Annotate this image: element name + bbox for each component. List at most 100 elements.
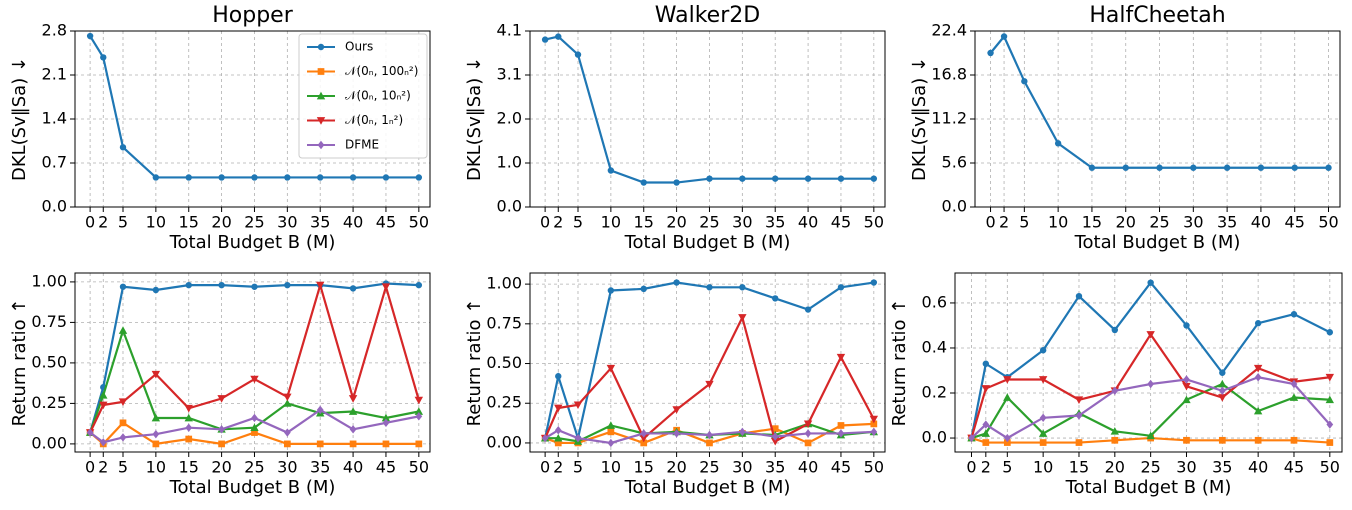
marker <box>317 174 324 181</box>
marker <box>1223 164 1231 171</box>
marker <box>151 413 161 422</box>
marker <box>837 429 845 438</box>
series-line <box>971 436 1330 444</box>
marker <box>1290 436 1298 444</box>
marker <box>184 404 193 413</box>
marker <box>349 174 357 181</box>
marker <box>1156 164 1163 171</box>
x-tick-label: 0 <box>85 213 95 232</box>
marker <box>804 439 812 447</box>
x-tick-label: 30 <box>1176 458 1196 477</box>
marker <box>415 174 423 181</box>
marker <box>706 439 713 447</box>
marker <box>316 405 324 415</box>
marker <box>870 420 878 428</box>
marker <box>771 437 780 446</box>
legend-marker <box>316 91 326 100</box>
marker <box>606 421 616 429</box>
marker <box>414 396 424 405</box>
marker <box>1003 376 1012 384</box>
marker <box>1254 436 1262 444</box>
marker <box>574 51 582 58</box>
x-tick-label: 20 <box>666 458 686 477</box>
y-tick-label: 2.0 <box>497 109 522 128</box>
marker <box>1326 420 1334 429</box>
x-axis-label: Total Budget B (M) <box>169 477 336 498</box>
series-line <box>971 382 1330 440</box>
x-tick-label: 0 <box>985 213 995 232</box>
y-tick-label: 0.7 <box>42 153 67 172</box>
marker <box>118 398 128 406</box>
marker <box>772 295 779 302</box>
x-tick-label: 40 <box>798 458 818 477</box>
marker <box>574 433 582 443</box>
marker <box>99 391 108 399</box>
marker <box>185 281 192 289</box>
series-line <box>970 280 1331 439</box>
marker <box>771 432 779 441</box>
marker <box>415 412 423 421</box>
marker <box>1182 395 1191 404</box>
series-line <box>989 34 1329 169</box>
x-tick-label: 50 <box>864 213 884 232</box>
marker <box>673 429 680 438</box>
marker <box>1218 436 1226 444</box>
x-tick-label: 45 <box>376 458 396 477</box>
y-tick-label: 3.1 <box>497 65 522 84</box>
marker <box>1326 439 1334 446</box>
y-tick-label: 0.0 <box>942 197 967 216</box>
x-tick-label: 25 <box>244 458 264 477</box>
y-axis-label: DKL(Sv‖Sa) ↓ <box>9 57 30 181</box>
series-line <box>89 282 419 433</box>
marker <box>1003 393 1012 401</box>
marker <box>870 175 878 182</box>
marker <box>981 385 991 393</box>
marker <box>804 306 812 313</box>
legend-label: DFME <box>345 138 379 152</box>
marker <box>119 419 127 427</box>
y-tick-label: 0.0 <box>922 428 947 447</box>
x-tick-label: 2 <box>98 458 108 477</box>
marker <box>836 353 846 362</box>
marker <box>119 144 127 151</box>
marker <box>1183 436 1190 444</box>
x-tick-label: 2 <box>999 213 1009 232</box>
x-tick-label: 40 <box>343 458 363 477</box>
y-tick-label: 0.0 <box>42 197 67 216</box>
marker <box>1111 436 1119 444</box>
marker <box>217 395 226 403</box>
marker <box>283 399 292 407</box>
marker <box>1218 386 1226 395</box>
x-tick-label: 5 <box>573 458 583 477</box>
y-tick-label: 0.75 <box>31 312 67 331</box>
chart-title: Hopper <box>212 3 293 28</box>
marker <box>1253 406 1263 415</box>
y-tick-label: 1.00 <box>31 271 67 290</box>
marker <box>1122 164 1129 171</box>
marker <box>1290 379 1298 389</box>
legend-marker <box>317 140 325 150</box>
marker <box>640 429 648 438</box>
x-tick-label: 2 <box>553 213 563 232</box>
plot-frame <box>74 30 431 208</box>
marker <box>1325 395 1335 404</box>
legend-label: Ours <box>345 40 373 54</box>
marker <box>283 440 291 448</box>
marker <box>837 422 845 429</box>
marker <box>771 425 779 433</box>
y-tick-label: 1.00 <box>486 274 522 293</box>
legend-marker <box>316 117 326 125</box>
marker <box>1218 379 1227 388</box>
marker <box>1000 33 1008 40</box>
x-tick-label: 5 <box>118 213 128 232</box>
y-tick-label: 0.50 <box>31 352 67 371</box>
x-tick-label: 40 <box>1248 458 1268 477</box>
x-tick-label: 20 <box>211 458 231 477</box>
x-tick-label: 10 <box>601 213 621 232</box>
marker <box>250 375 259 384</box>
marker <box>349 440 357 448</box>
marker <box>738 427 746 437</box>
marker <box>1039 413 1047 422</box>
x-tick-label: 45 <box>1285 213 1305 232</box>
